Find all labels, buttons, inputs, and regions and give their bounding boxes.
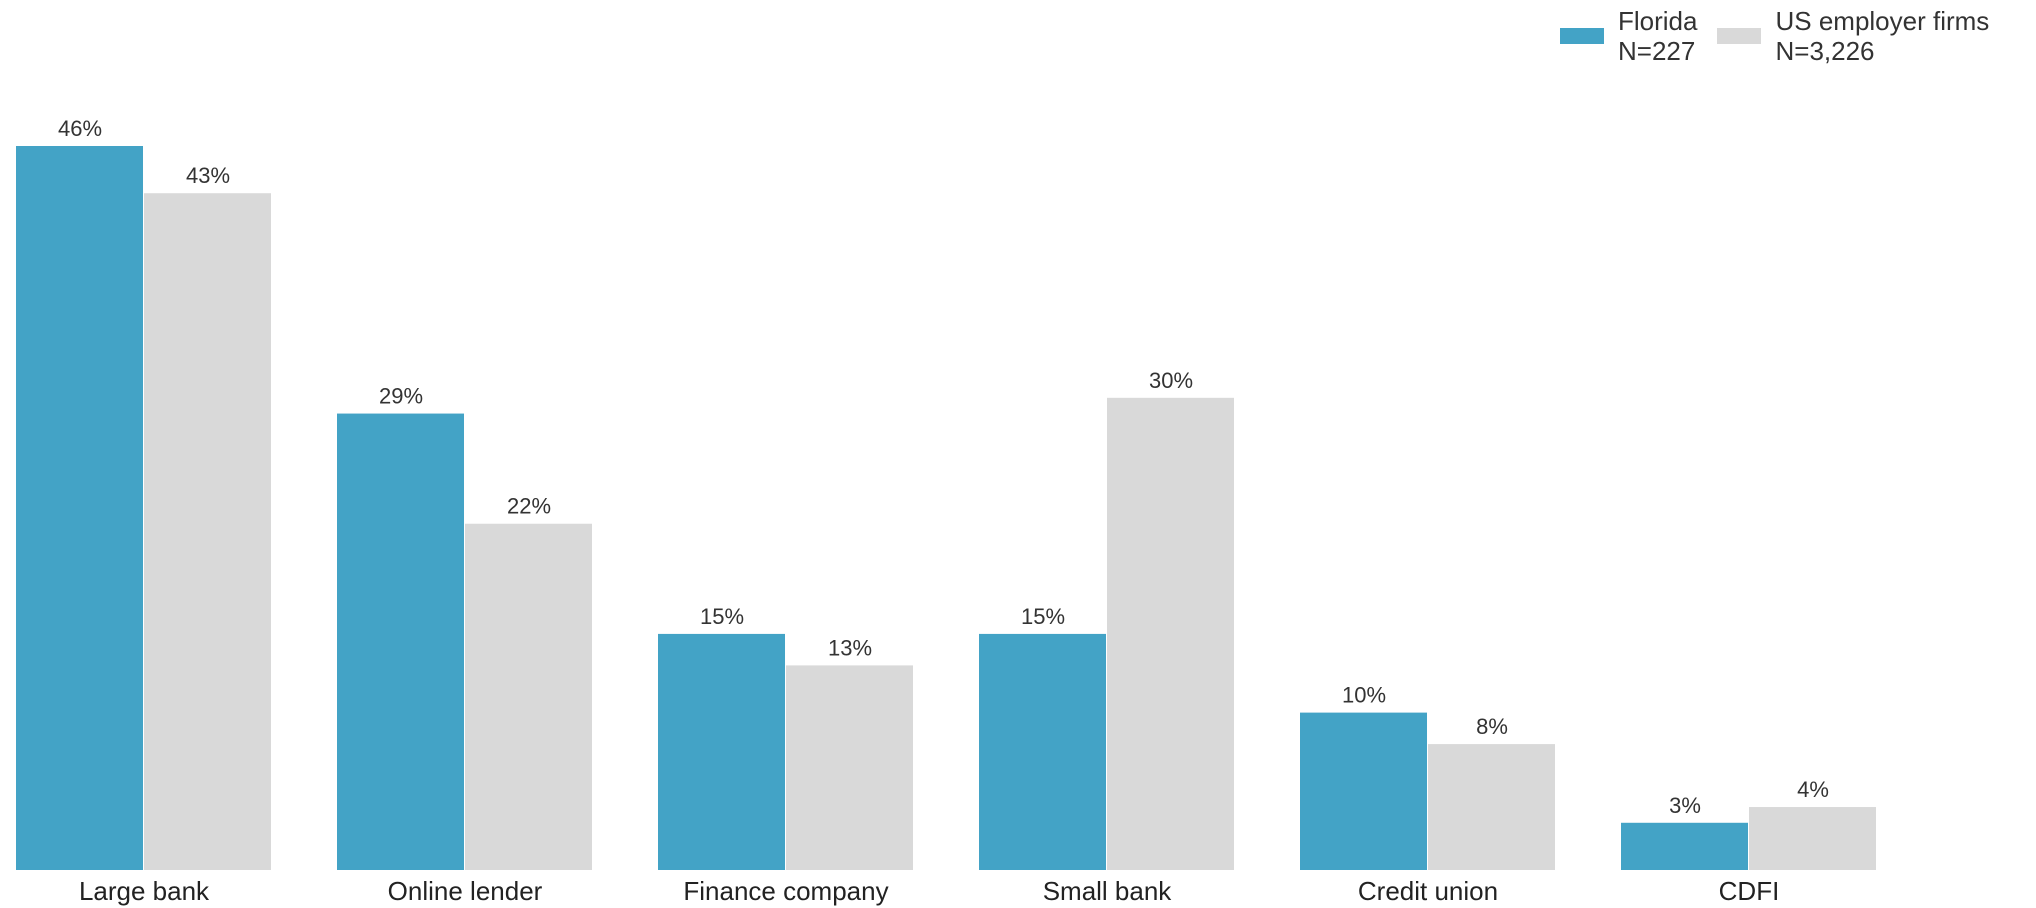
legend-series-name: Florida [1618, 6, 1698, 36]
bar-large-bank-us-employer-firms [144, 193, 271, 870]
data-label-credit-union-florida: 10% [1342, 683, 1386, 708]
data-label-large-bank-florida: 46% [58, 116, 102, 141]
bar-finance-company-us-employer-firms [786, 665, 913, 870]
bar-small-bank-florida [979, 633, 1106, 870]
legend: Florida N=227 US employer firms N=3,226 [1560, 6, 1989, 66]
data-label-small-bank-us-employer-firms: 30% [1149, 368, 1193, 393]
legend-label-us-employer-firms: US employer firms N=3,226 [1775, 6, 1989, 66]
bar-online-lender-florida [337, 413, 464, 870]
bar-credit-union-us-employer-firms [1428, 744, 1555, 870]
data-label-credit-union-us-employer-firms: 8% [1476, 714, 1508, 739]
x-tick-label-online-lender: Online lender [388, 876, 543, 906]
x-tick-label-small-bank: Small bank [1043, 876, 1173, 906]
bar-small-bank-us-employer-firms [1107, 397, 1234, 870]
bar-finance-company-florida [658, 633, 785, 870]
data-label-online-lender-us-employer-firms: 22% [507, 494, 551, 519]
legend-series-sublabel: N=3,226 [1775, 36, 1875, 66]
legend-item-florida: Florida N=227 [1560, 6, 1697, 66]
bar-cdfi-us-employer-firms [1749, 807, 1876, 870]
data-label-large-bank-us-employer-firms: 43% [186, 163, 230, 188]
bar-online-lender-us-employer-firms [465, 523, 592, 870]
x-tick-label-finance-company: Finance company [683, 876, 888, 906]
bar-large-bank-florida [16, 146, 143, 870]
legend-item-us-employer-firms: US employer firms N=3,226 [1717, 6, 1989, 66]
data-label-finance-company-florida: 15% [700, 604, 744, 629]
data-label-cdfi-florida: 3% [1669, 793, 1701, 818]
legend-label-florida: Florida N=227 [1618, 6, 1697, 66]
legend-swatch-florida [1560, 28, 1604, 44]
legend-series-name: US employer firms [1775, 6, 1990, 36]
data-label-cdfi-us-employer-firms: 4% [1797, 777, 1829, 802]
bar-credit-union-florida [1300, 712, 1427, 870]
x-tick-label-cdfi: CDFI [1719, 876, 1780, 906]
data-label-small-bank-florida: 15% [1021, 604, 1065, 629]
x-tick-label-credit-union: Credit union [1358, 876, 1498, 906]
bar-cdfi-florida [1621, 822, 1748, 870]
data-label-finance-company-us-employer-firms: 13% [828, 635, 872, 660]
x-tick-label-large-bank: Large bank [79, 876, 210, 906]
legend-series-sublabel: N=227 [1618, 36, 1696, 66]
data-label-online-lender-florida: 29% [379, 384, 423, 409]
legend-swatch-us-employer-firms [1717, 28, 1762, 44]
